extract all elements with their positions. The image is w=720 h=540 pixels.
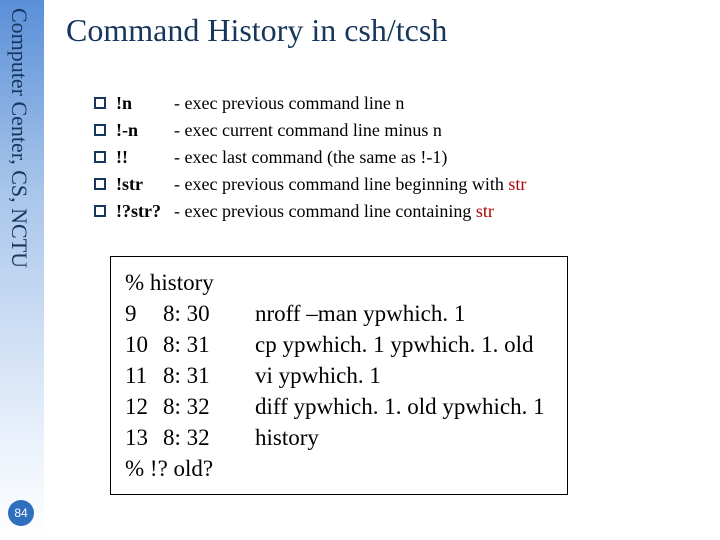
history-cmd: nroff –man ypwhich. 1 [255, 298, 465, 329]
square-bullet-icon [94, 151, 106, 163]
square-bullet-icon [94, 205, 106, 217]
history-example-box: % history 98: 30nroff –man ypwhich. 1108… [110, 256, 568, 495]
history-num: 10 [125, 329, 163, 360]
history-time: 8: 31 [163, 360, 255, 391]
sidebar: Computer Center, CS, NCTU 84 [0, 0, 44, 540]
command-name: !n [116, 93, 174, 114]
command-description: - exec current command line minus n [174, 120, 442, 141]
history-cmd: diff ypwhich. 1. old ypwhich. 1 [255, 391, 545, 422]
history-time: 8: 31 [163, 329, 255, 360]
command-description: - exec last command (the same as !-1) [174, 147, 447, 168]
history-line: 118: 31vi ypwhich. 1 [125, 360, 545, 391]
command-name: !-n [116, 120, 174, 141]
history-line: 138: 32history [125, 422, 545, 453]
square-bullet-icon [94, 97, 106, 109]
history-cmd: cp ypwhich. 1 ypwhich. 1. old [255, 329, 534, 360]
history-cmd: vi ypwhich. 1 [255, 360, 381, 391]
list-item: !?str?- exec previous command line conta… [94, 201, 700, 222]
history-time: 8: 32 [163, 391, 255, 422]
history-time: 8: 32 [163, 422, 255, 453]
history-num: 11 [125, 360, 163, 391]
page-number-badge: 84 [8, 500, 34, 526]
command-description: - exec previous command line beginning w… [174, 174, 526, 195]
history-line: 98: 30nroff –man ypwhich. 1 [125, 298, 545, 329]
history-prompt-top: % history [125, 267, 545, 298]
highlight-str: str [508, 174, 526, 194]
command-description: - exec previous command line containing … [174, 201, 494, 222]
list-item: !str- exec previous command line beginni… [94, 174, 700, 195]
command-list: !n- exec previous command line n!-n- exe… [94, 93, 700, 222]
history-line: 108: 31cp ypwhich. 1 ypwhich. 1. old [125, 329, 545, 360]
history-line: 128: 32diff ypwhich. 1. old ypwhich. 1 [125, 391, 545, 422]
history-prompt-bottom: % !? old? [125, 453, 545, 484]
command-name: !?str? [116, 201, 174, 222]
list-item: !-n- exec current command line minus n [94, 120, 700, 141]
content-area: Command History in csh/tcsh !n- exec pre… [66, 12, 700, 520]
square-bullet-icon [94, 124, 106, 136]
history-num: 12 [125, 391, 163, 422]
history-prompt-top-text: % history [125, 267, 214, 298]
square-bullet-icon [94, 178, 106, 190]
sidebar-text: Computer Center, CS, NCTU [6, 8, 32, 268]
slide-title: Command History in csh/tcsh [66, 12, 700, 49]
list-item: !n- exec previous command line n [94, 93, 700, 114]
list-item: !!- exec last command (the same as !-1) [94, 147, 700, 168]
history-num: 13 [125, 422, 163, 453]
history-num: 9 [125, 298, 163, 329]
command-description: - exec previous command line n [174, 93, 404, 114]
history-lines: 98: 30nroff –man ypwhich. 1108: 31cp ypw… [125, 298, 545, 453]
command-name: !! [116, 147, 174, 168]
history-prompt-bottom-text: % !? old? [125, 453, 213, 484]
highlight-str: str [476, 201, 494, 221]
history-time: 8: 30 [163, 298, 255, 329]
history-cmd: history [255, 422, 319, 453]
slide: Computer Center, CS, NCTU 84 Command His… [0, 0, 720, 540]
command-name: !str [116, 174, 174, 195]
